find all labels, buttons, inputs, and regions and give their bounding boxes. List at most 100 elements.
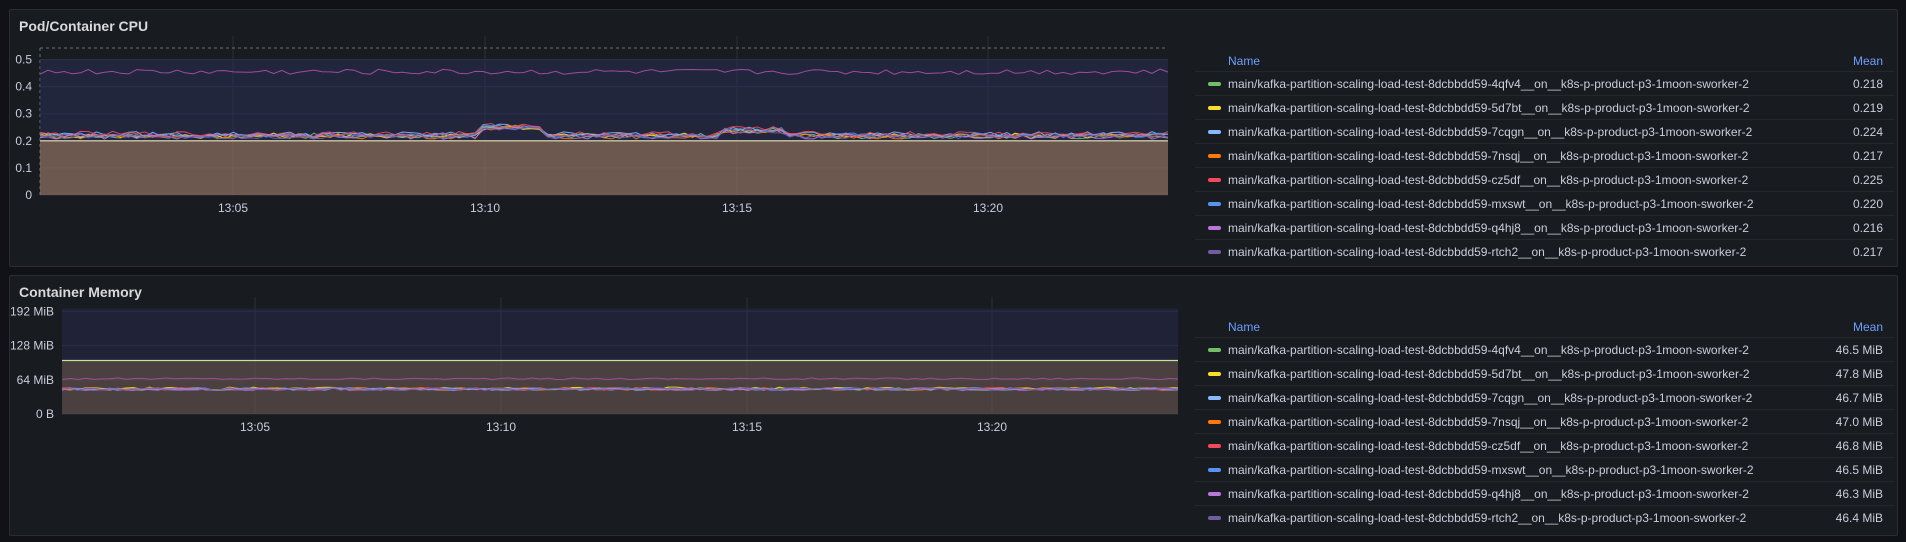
legend-mean-header[interactable]: Mean [1852, 320, 1883, 334]
series-color-swatch [1208, 372, 1221, 376]
legend-item[interactable]: main/kafka-partition-scaling-load-test-8… [1195, 409, 1895, 433]
legend-header: Name Mean [1195, 317, 1895, 337]
series-color-swatch [1208, 420, 1221, 424]
legend-item-mean: 0.225 [1852, 173, 1883, 187]
series-color-swatch [1208, 250, 1221, 254]
legend-item-name: main/kafka-partition-scaling-load-test-8… [1228, 197, 1754, 211]
x-tick-label: 13:15 [732, 420, 762, 434]
legend-item[interactable]: main/kafka-partition-scaling-load-test-8… [1195, 191, 1895, 215]
legend-item-mean: 0.217 [1852, 149, 1883, 163]
series-color-swatch [1208, 468, 1221, 472]
legend-item[interactable]: main/kafka-partition-scaling-load-test-8… [1195, 167, 1895, 191]
series-color-swatch [1208, 178, 1221, 182]
legend-item[interactable]: main/kafka-partition-scaling-load-test-8… [1195, 385, 1895, 409]
legend-item[interactable]: main/kafka-partition-scaling-load-test-8… [1195, 119, 1895, 143]
legend-item-name: main/kafka-partition-scaling-load-test-8… [1228, 149, 1749, 163]
y-tick-label: 0 [25, 188, 32, 202]
legend-header: Name Mean [1195, 51, 1895, 71]
series-line [39, 126, 1169, 140]
legend-item-name: main/kafka-partition-scaling-load-test-8… [1228, 415, 1749, 429]
x-tick-label: 13:10 [486, 420, 516, 434]
legend-item-name: main/kafka-partition-scaling-load-test-8… [1228, 439, 1749, 453]
legend-item-mean: 46.7 MiB [1835, 391, 1883, 405]
legend-item[interactable]: main/kafka-partition-scaling-load-test-8… [1195, 457, 1895, 481]
y-tick-label: 64 MiB [17, 373, 54, 387]
legend-item-mean: 46.5 MiB [1835, 343, 1883, 357]
legend-item-mean: 0.216 [1852, 221, 1883, 235]
legend-item-name: main/kafka-partition-scaling-load-test-8… [1228, 173, 1749, 187]
legend-item-name: main/kafka-partition-scaling-load-test-8… [1228, 77, 1749, 91]
legend-item-name: main/kafka-partition-scaling-load-test-8… [1228, 221, 1749, 235]
threshold-band [40, 140, 1168, 195]
legend-item-name: main/kafka-partition-scaling-load-test-8… [1228, 245, 1747, 259]
x-tick-label: 13:20 [973, 201, 1003, 215]
legend-mean-header[interactable]: Mean [1852, 54, 1883, 68]
y-tick-label: 0.5 [15, 53, 32, 67]
series-color-swatch [1208, 516, 1221, 520]
legend-name-header[interactable]: Name [1228, 54, 1261, 68]
memory-panel: Container Memory 0 B 64 MiB 128 MiB 192 MiB… [9, 275, 1898, 536]
legend-item-mean: 0.219 [1852, 101, 1883, 115]
legend-item[interactable]: main/kafka-partition-scaling-load-test-8… [1195, 71, 1895, 95]
legend-item[interactable]: main/kafka-partition-scaling-load-test-8… [1195, 505, 1895, 529]
legend-item-name: main/kafka-partition-scaling-load-test-8… [1228, 125, 1753, 139]
series-color-swatch [1208, 202, 1221, 206]
y-tick-label: 0.4 [15, 80, 32, 94]
y-tick-label: 192 MiB [10, 304, 54, 318]
legend-item-mean: 0.218 [1852, 77, 1883, 91]
legend-item[interactable]: main/kafka-partition-scaling-load-test-8… [1195, 239, 1895, 263]
series-line [61, 387, 1179, 392]
y-tick-label: 0 B [36, 407, 54, 421]
threshold-band [62, 308, 1178, 361]
legend-item[interactable]: main/kafka-partition-scaling-load-test-8… [1195, 337, 1895, 361]
memory-legend: Name Mean main/kafka-partition-scaling-l… [1195, 317, 1895, 529]
series-color-swatch [1208, 106, 1221, 110]
x-tick-label: 13:15 [722, 201, 752, 215]
x-tick-label: 13:05 [240, 420, 270, 434]
threshold-band [62, 360, 1178, 414]
cpu-chart[interactable]: 0 0.1 0.2 0.3 0.4 0.5 13:05 13:10 13:15 13:20 [10, 10, 1190, 266]
legend-item[interactable]: main/kafka-partition-scaling-load-test-8… [1195, 215, 1895, 239]
series-line [61, 387, 1179, 392]
threshold-band [40, 59, 1168, 141]
x-tick-label: 13:20 [977, 420, 1007, 434]
series-color-swatch [1208, 226, 1221, 230]
legend-item-name: main/kafka-partition-scaling-load-test-8… [1228, 511, 1747, 525]
x-tick-label: 13:05 [218, 201, 248, 215]
legend-item-name: main/kafka-partition-scaling-load-test-8… [1228, 101, 1750, 115]
cpu-panel: Pod/Container CPU 0 0.1 0.2 0.3 0.4 0.5 13:05 1… [9, 9, 1898, 267]
cpu-legend: Name Mean main/kafka-partition-scaling-l… [1195, 51, 1895, 263]
y-tick-label: 128 MiB [10, 339, 54, 353]
legend-item[interactable]: main/kafka-partition-scaling-load-test-8… [1195, 433, 1895, 457]
legend-item-mean: 46.5 MiB [1835, 463, 1883, 477]
series-line [39, 126, 1169, 140]
memory-chart[interactable]: 0 B 64 MiB 128 MiB 192 MiB 13:05 13:10 13:15 13… [10, 276, 1190, 535]
panel-title[interactable]: Container Memory [19, 284, 142, 300]
series-color-swatch [1208, 154, 1221, 158]
legend-item[interactable]: main/kafka-partition-scaling-load-test-8… [1195, 361, 1895, 385]
legend-item-mean: 46.8 MiB [1835, 439, 1883, 453]
legend-item-name: main/kafka-partition-scaling-load-test-8… [1228, 487, 1749, 501]
legend-item[interactable]: main/kafka-partition-scaling-load-test-8… [1195, 95, 1895, 119]
legend-item-mean: 47.8 MiB [1835, 367, 1883, 381]
legend-item-name: main/kafka-partition-scaling-load-test-8… [1228, 463, 1754, 477]
y-tick-label: 0.1 [15, 161, 32, 175]
legend-item-mean: 0.217 [1852, 245, 1883, 259]
legend-item-mean: 47.0 MiB [1835, 415, 1883, 429]
series-color-swatch [1208, 348, 1221, 352]
y-tick-label: 0.2 [15, 134, 32, 148]
legend-item-name: main/kafka-partition-scaling-load-test-8… [1228, 367, 1750, 381]
series-color-swatch [1208, 492, 1221, 496]
legend-item-mean: 0.224 [1852, 125, 1883, 139]
legend-item-mean: 0.220 [1852, 197, 1883, 211]
legend-name-header[interactable]: Name [1228, 320, 1261, 334]
series-color-swatch [1208, 130, 1221, 134]
legend-item-name: main/kafka-partition-scaling-load-test-8… [1228, 391, 1753, 405]
series-color-swatch [1208, 82, 1221, 86]
series-color-swatch [1208, 444, 1221, 448]
series-color-swatch [1208, 396, 1221, 400]
panel-title[interactable]: Pod/Container CPU [19, 18, 149, 34]
legend-item[interactable]: main/kafka-partition-scaling-load-test-8… [1195, 481, 1895, 505]
x-tick-label: 13:10 [470, 201, 500, 215]
legend-item[interactable]: main/kafka-partition-scaling-load-test-8… [1195, 143, 1895, 167]
